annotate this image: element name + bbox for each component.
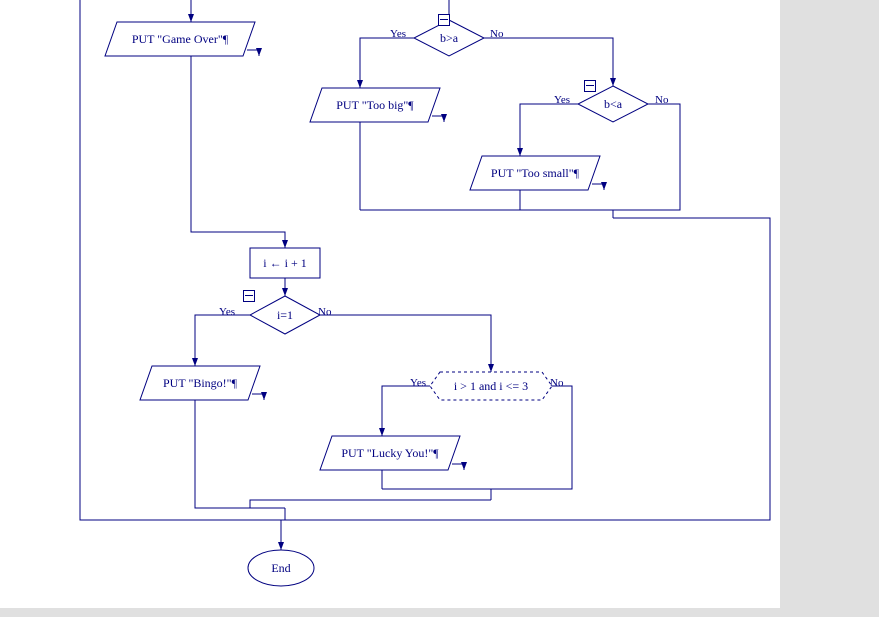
node-bingo [140, 366, 260, 400]
edge [360, 190, 520, 210]
page: YesNoYesNoYesNoYesNoPUT "Game Over"¶b>aP… [0, 0, 780, 608]
node-end [248, 550, 314, 586]
edge [382, 386, 430, 436]
edge [195, 315, 250, 366]
edge [484, 38, 613, 86]
node-gameover [105, 22, 255, 56]
node-range [430, 372, 552, 400]
edge [360, 210, 613, 218]
edge [382, 489, 491, 500]
collapse-marker[interactable] [243, 290, 255, 302]
edge [285, 218, 770, 520]
edge [250, 500, 491, 508]
flowchart-canvas [0, 0, 780, 608]
edge [195, 400, 285, 508]
node-toosmall [470, 156, 600, 190]
node-toobig [310, 88, 440, 122]
edge [520, 104, 578, 156]
edge [191, 56, 285, 248]
node-luckyyou [320, 436, 460, 470]
edge [320, 315, 491, 372]
collapse-marker[interactable] [584, 80, 596, 92]
node-ieq1 [250, 296, 320, 334]
collapse-marker[interactable] [438, 14, 450, 26]
edge [360, 38, 414, 88]
node-inc [250, 248, 320, 278]
